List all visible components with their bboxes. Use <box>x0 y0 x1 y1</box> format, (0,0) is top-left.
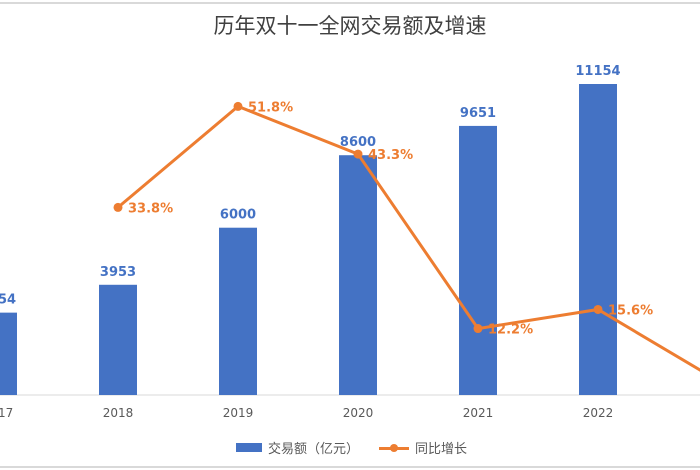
line-point <box>233 101 243 111</box>
legend-bar-label: 交易额（亿元） <box>268 442 360 457</box>
bar-data-label: 6000 <box>220 208 256 223</box>
bar <box>339 155 377 395</box>
bar <box>219 227 257 395</box>
bar-data-label: 9651 <box>460 106 496 121</box>
bar <box>459 125 497 395</box>
line-point <box>353 149 363 159</box>
legend: 交易额（亿元） 同比增长 <box>236 438 467 457</box>
bar-data-label: 2954 <box>0 293 16 308</box>
line-data-label: 15.6% <box>608 303 653 318</box>
legend-bar-swatch <box>236 443 262 452</box>
growth-line <box>117 104 700 372</box>
line-data-label: 51.8% <box>248 100 293 115</box>
bar-data-label: 11154 <box>575 64 620 79</box>
x-tick-label: 2022 <box>583 406 614 420</box>
bar <box>579 84 617 395</box>
x-tick-label: 2020 <box>343 406 374 420</box>
x-tick-label: 2019 <box>223 406 254 420</box>
bar <box>0 312 17 395</box>
bar-data-label: 3953 <box>100 265 136 280</box>
chart-title: 历年双十一全网交易额及增速 <box>213 14 487 38</box>
line-point <box>593 304 603 314</box>
bottom-border <box>0 466 700 468</box>
legend-line-swatch <box>379 443 410 453</box>
bar <box>99 284 137 395</box>
line-data-label: 33.8% <box>128 201 173 216</box>
bar-data-label: 8600 <box>340 135 376 150</box>
x-tick-label: 2021 <box>463 406 494 420</box>
line-data-label: 12.2% <box>488 323 533 338</box>
line-data-label: 43.3% <box>368 148 413 163</box>
x-tick-label: 2018 <box>103 406 134 420</box>
line-point <box>113 202 123 212</box>
legend-line-label: 同比增长 <box>415 442 468 457</box>
top-border <box>0 2 700 4</box>
x-tick-label: 2017 <box>0 406 13 420</box>
line-point <box>473 324 483 334</box>
